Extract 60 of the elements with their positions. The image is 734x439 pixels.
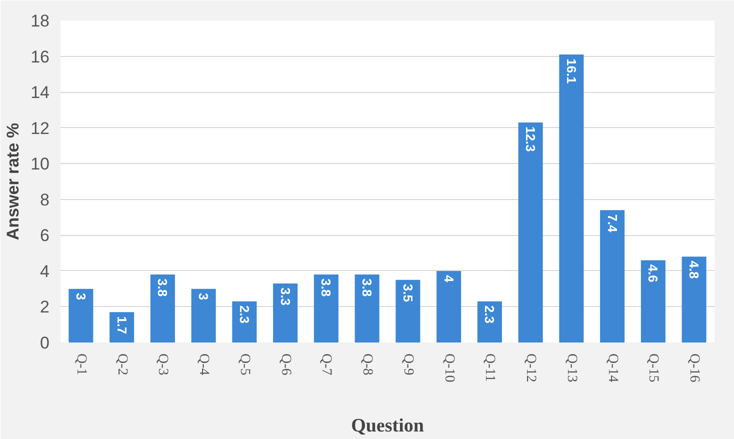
y-tick-label: 12 <box>30 118 50 138</box>
bar <box>191 288 216 342</box>
data-label: 3.8 <box>155 278 170 297</box>
bar <box>559 54 584 342</box>
y-tick-label: 2 <box>40 298 50 317</box>
x-tick-label: Q-12 <box>523 354 538 382</box>
x-tick-label: Q-15 <box>646 354 661 382</box>
data-label: 3 <box>73 292 88 300</box>
data-label: 3.8 <box>318 278 334 297</box>
y-tick-label: 16 <box>30 47 50 66</box>
x-axis-title: Question <box>351 415 424 436</box>
x-tick-label: Q-9 <box>400 354 416 376</box>
x-tick-label: Q-2 <box>114 354 130 376</box>
y-axis-title: Answer rate % <box>4 122 23 240</box>
data-label: 2.3 <box>236 305 252 324</box>
bar <box>396 280 420 342</box>
x-tick-label: Q-10 <box>441 354 456 382</box>
x-tick-label: Q-13 <box>564 354 579 382</box>
x-tick-label: Q-16 <box>686 354 702 382</box>
data-label: 4.6 <box>646 264 661 282</box>
bar <box>232 301 257 342</box>
data-label: 7.4 <box>604 214 620 233</box>
bar <box>314 274 338 342</box>
x-tick-label: Q-8 <box>360 354 375 376</box>
x-tick-label: Q-5 <box>236 354 252 376</box>
data-label: 16.1 <box>564 58 579 84</box>
x-tick-label: Q-7 <box>318 354 334 376</box>
bar <box>477 301 502 342</box>
y-tick-label: 4 <box>40 262 50 281</box>
bar <box>640 260 666 342</box>
bar <box>150 274 175 342</box>
x-tick-label: Q-4 <box>196 354 212 376</box>
y-tick-label: 10 <box>30 154 50 174</box>
bar <box>436 270 462 342</box>
data-label: 3.8 <box>360 278 375 297</box>
data-label: 3.5 <box>400 284 416 302</box>
y-tick-label: 6 <box>40 226 50 246</box>
bar <box>273 283 298 342</box>
data-label: 1.7 <box>114 316 130 334</box>
x-tick-label: Q-6 <box>278 354 293 376</box>
x-tick-label: Q-14 <box>604 354 620 382</box>
bar <box>682 256 706 342</box>
y-tick-label: 14 <box>30 83 50 102</box>
y-tick-label: 0 <box>40 334 50 352</box>
data-label: 4.8 <box>686 260 702 279</box>
bar <box>110 312 134 342</box>
data-label: 12.3 <box>523 126 538 152</box>
data-label: 3.3 <box>278 287 293 306</box>
y-tick-label: 18 <box>30 12 50 30</box>
y-tick-label: 8 <box>40 190 50 210</box>
data-label: 2.3 <box>482 305 498 324</box>
x-tick-label: Q-1 <box>73 354 88 376</box>
data-label: 4 <box>441 274 456 283</box>
bar <box>518 122 543 342</box>
bar <box>600 210 625 342</box>
data-label: 3 <box>196 292 212 300</box>
x-tick-label: Q-11 <box>482 354 498 382</box>
bar <box>354 274 380 342</box>
bar <box>68 288 94 342</box>
x-tick-label: Q-3 <box>155 354 170 376</box>
